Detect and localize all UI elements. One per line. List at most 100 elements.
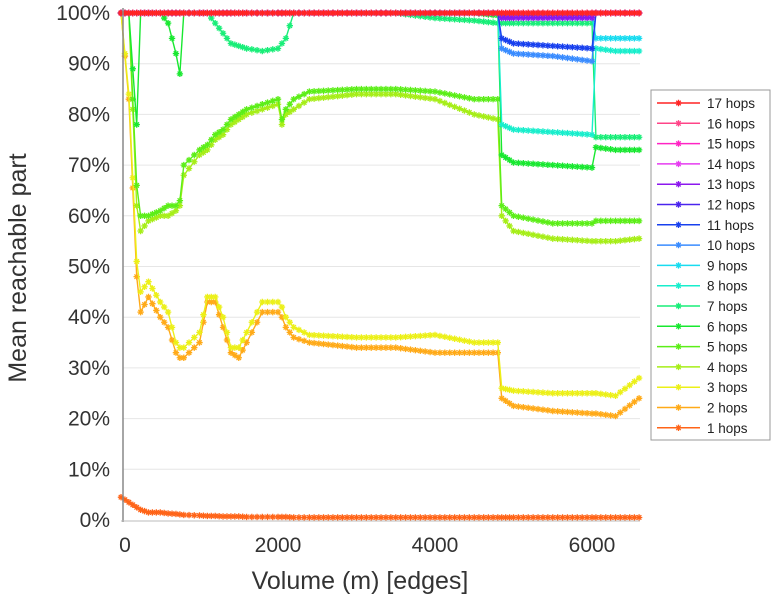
data-point [153, 9, 160, 17]
data-point [121, 496, 129, 503]
data-point [515, 159, 522, 167]
data-point [574, 163, 581, 170]
data-point [544, 407, 552, 414]
data-point [259, 308, 266, 316]
data-point [529, 9, 537, 17]
data-point [471, 111, 478, 118]
data-point [520, 229, 527, 237]
data-point [583, 131, 591, 138]
data-point [597, 45, 605, 53]
data-point [539, 218, 547, 225]
data-point [310, 9, 318, 17]
data-point [498, 19, 505, 27]
data-point [306, 9, 313, 17]
data-point [137, 308, 144, 316]
data-point [164, 510, 172, 517]
data-point [597, 35, 605, 42]
legend-label: 10 hops [707, 238, 755, 253]
data-point [137, 9, 144, 17]
legend-marker-icon [675, 343, 682, 350]
data-point [353, 514, 360, 521]
data-point [597, 217, 605, 225]
data-point [117, 493, 125, 501]
data-point [559, 236, 566, 243]
data-point [544, 219, 552, 226]
data-point [153, 292, 160, 299]
data-point [539, 14, 547, 22]
data-point [295, 102, 303, 110]
data-point [227, 116, 235, 123]
data-point [208, 298, 215, 306]
x-axis-title: Volume (m) [edges] [252, 567, 469, 595]
data-point [544, 514, 552, 521]
data-point [583, 237, 591, 245]
data-point [320, 332, 327, 339]
data-point [466, 9, 473, 17]
data-point [348, 86, 355, 93]
data-point [185, 165, 193, 172]
data-point [412, 346, 419, 354]
data-point [264, 104, 271, 111]
data-point [343, 514, 351, 521]
data-point [172, 9, 180, 17]
data-point [554, 220, 561, 227]
data-point [286, 108, 293, 116]
data-point [569, 9, 576, 17]
data-point [227, 121, 235, 128]
data-point [248, 513, 256, 521]
legend-item: 6 hops [657, 319, 748, 334]
data-point [227, 349, 235, 356]
data-point [502, 14, 509, 22]
data-point [466, 514, 473, 521]
data-point [204, 146, 211, 154]
data-point [164, 9, 172, 17]
legend-marker-icon [675, 221, 682, 228]
data-point [417, 514, 424, 521]
data-point [564, 408, 571, 416]
data-point [564, 43, 571, 51]
data-point [559, 43, 566, 50]
data-point [231, 352, 239, 359]
data-point [253, 102, 261, 110]
data-point [421, 348, 429, 355]
data-point [617, 237, 624, 244]
data-point [431, 14, 439, 22]
data-point [631, 9, 638, 17]
data-point [461, 337, 468, 344]
data-point [235, 9, 242, 17]
data-point [372, 90, 380, 98]
data-point [489, 514, 497, 521]
data-point [498, 395, 505, 402]
data-point [588, 164, 596, 171]
data-point [564, 390, 571, 397]
data-point [315, 340, 323, 347]
data-point [160, 204, 168, 212]
data-point [157, 9, 164, 17]
data-point [334, 342, 341, 349]
data-point [626, 402, 633, 409]
data-point [176, 197, 184, 204]
data-point [431, 349, 439, 356]
data-point [343, 91, 351, 99]
data-point [578, 390, 586, 397]
data-point [631, 134, 638, 141]
data-point [157, 207, 164, 214]
data-point [315, 514, 323, 521]
legend-item: 14 hops [657, 157, 755, 172]
data-point [588, 220, 596, 227]
data-point [466, 95, 473, 102]
data-point [597, 410, 605, 418]
data-point [635, 146, 643, 154]
data-point [153, 509, 160, 516]
data-point [145, 278, 152, 285]
data-point [498, 121, 505, 128]
data-point [569, 390, 576, 397]
data-point [451, 335, 458, 342]
data-point [235, 42, 242, 50]
data-point [466, 349, 473, 356]
data-point [149, 215, 156, 223]
legend-item: 9 hops [657, 258, 748, 273]
x-tick-label: 4000 [412, 534, 459, 557]
data-point [133, 273, 140, 280]
data-point [525, 230, 532, 238]
